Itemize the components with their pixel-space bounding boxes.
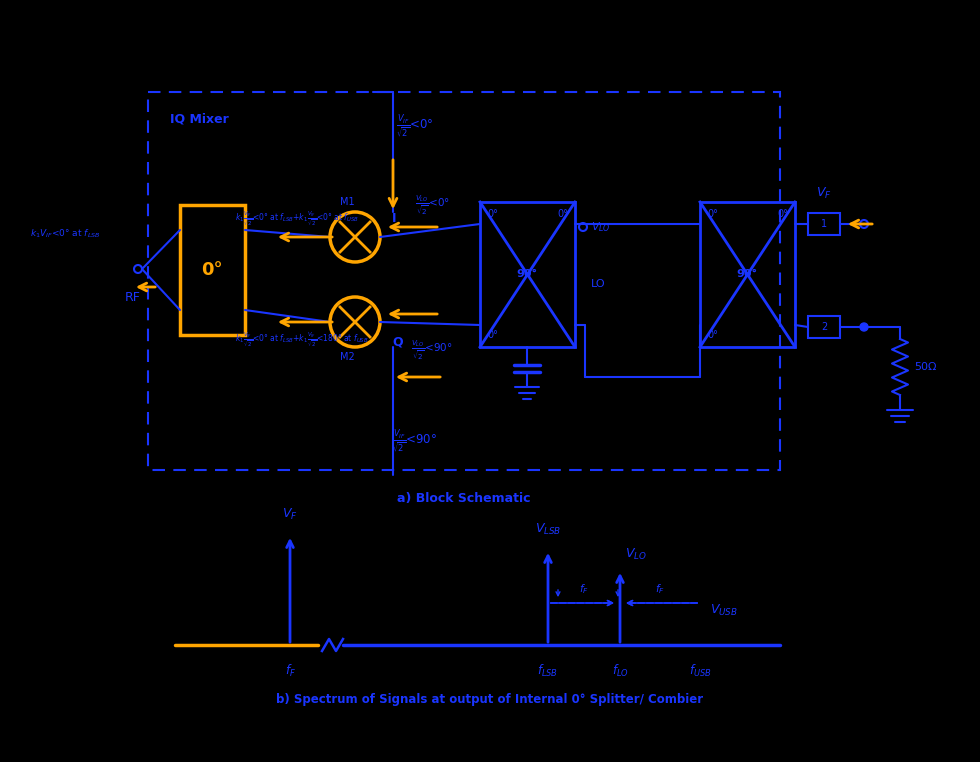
Text: 50Ω: 50Ω — [914, 362, 937, 372]
Text: a) Block Schematic: a) Block Schematic — [397, 492, 531, 505]
Text: $V_{LO}$: $V_{LO}$ — [591, 220, 611, 234]
Text: $\frac{V_{IF}}{\sqrt{2}}$<90°: $\frac{V_{IF}}{\sqrt{2}}$<90° — [392, 429, 437, 455]
Text: $k_1\frac{V_{IF}}{\sqrt{2}}$<0° at $f_{LSB}$+$k_1\frac{V_{IF}}{\sqrt{2}}$<0° at : $k_1\frac{V_{IF}}{\sqrt{2}}$<0° at $f_{L… — [235, 210, 359, 228]
Text: IQ Mixer: IQ Mixer — [170, 112, 228, 125]
Text: 0°: 0° — [707, 330, 718, 340]
Text: Q: Q — [392, 335, 403, 348]
Text: M2: M2 — [340, 352, 355, 362]
Circle shape — [860, 323, 868, 331]
Text: 90°: 90° — [736, 269, 758, 279]
Text: RF: RF — [125, 291, 141, 304]
Text: $f_F$: $f_F$ — [284, 663, 296, 679]
Text: 90°: 90° — [516, 269, 538, 279]
Text: $f_{USB}$: $f_{USB}$ — [689, 663, 711, 679]
Text: $V_F$: $V_F$ — [282, 507, 298, 522]
Text: 0°: 0° — [777, 209, 788, 219]
Text: $V_{USB}$: $V_{USB}$ — [710, 603, 738, 617]
Text: $V_{LSB}$: $V_{LSB}$ — [535, 522, 562, 537]
Text: 2: 2 — [821, 322, 827, 332]
Text: 1: 1 — [821, 219, 827, 229]
Text: $V_{LO}$: $V_{LO}$ — [625, 547, 647, 562]
Text: I: I — [392, 213, 397, 226]
Text: $f_{LO}$: $f_{LO}$ — [612, 663, 628, 679]
Text: LO: LO — [591, 279, 606, 289]
Text: $\frac{V_{LO}}{\sqrt{2}}$<90°: $\frac{V_{LO}}{\sqrt{2}}$<90° — [412, 338, 453, 362]
Text: 0°: 0° — [201, 261, 222, 279]
Text: $\frac{V_{LO}}{\sqrt{2}}$<0°: $\frac{V_{LO}}{\sqrt{2}}$<0° — [415, 194, 450, 216]
Text: $k_1 V_{IF}$<0° at $f_{LSB}$: $k_1 V_{IF}$<0° at $f_{LSB}$ — [30, 228, 101, 240]
Text: $V_F$: $V_F$ — [816, 186, 832, 201]
Text: $k_1\frac{V_{IF}}{\sqrt{2}}$<0° at $f_{LSB}$+$k_1\frac{V_{IF}}{\sqrt{2}}$<180° a: $k_1\frac{V_{IF}}{\sqrt{2}}$<0° at $f_{L… — [235, 331, 368, 349]
Text: 0°: 0° — [487, 330, 498, 340]
Text: M1: M1 — [340, 197, 355, 207]
Text: 0°: 0° — [707, 209, 718, 219]
Text: $f_{LSB}$: $f_{LSB}$ — [537, 663, 559, 679]
Text: b) Spectrum of Signals at output of Internal 0° Splitter/ Combier: b) Spectrum of Signals at output of Inte… — [276, 693, 704, 706]
Text: $f_F$: $f_F$ — [655, 582, 665, 596]
Text: $\frac{V_{IF}}{\sqrt{2}}$<0°: $\frac{V_{IF}}{\sqrt{2}}$<0° — [396, 114, 434, 140]
Text: 0°: 0° — [557, 209, 568, 219]
Text: 0°: 0° — [487, 209, 498, 219]
Text: $f_F$: $f_F$ — [579, 582, 589, 596]
